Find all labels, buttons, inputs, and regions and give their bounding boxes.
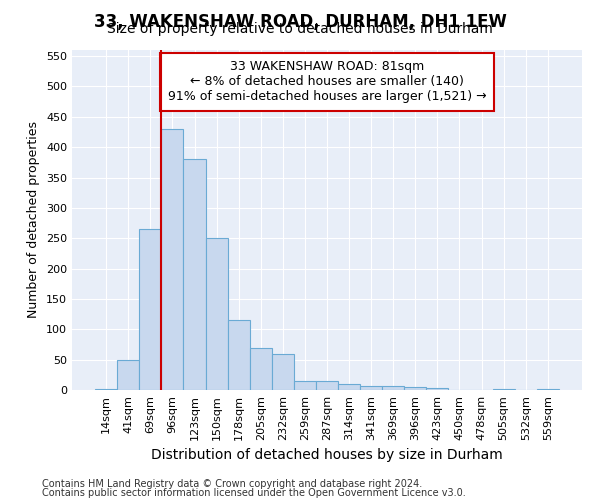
Bar (139, 229, 161, 390)
Bar (382, 386, 404, 390)
Bar (206, 238, 227, 390)
Bar (294, 381, 316, 390)
Bar (360, 386, 382, 390)
Bar (404, 387, 427, 390)
Bar (316, 381, 338, 390)
Bar (427, 388, 448, 390)
Text: 33, WAKENSHAW ROAD, DURHAM, DH1 1EW: 33, WAKENSHAW ROAD, DURHAM, DH1 1EW (94, 12, 506, 30)
Text: Contains public sector information licensed under the Open Government Licence v3: Contains public sector information licen… (42, 488, 466, 498)
Bar (493, 389, 515, 390)
Text: Size of property relative to detached houses in Durham: Size of property relative to detached ho… (107, 22, 493, 36)
Bar (227, 320, 250, 390)
Bar (161, 129, 184, 390)
Bar (250, 348, 272, 390)
Bar (338, 384, 360, 390)
Bar (95, 389, 117, 390)
Bar (272, 354, 294, 390)
Y-axis label: Number of detached properties: Number of detached properties (28, 122, 40, 318)
Text: 33 WAKENSHAW ROAD: 81sqm
← 8% of detached houses are smaller (140)
91% of semi-d: 33 WAKENSHAW ROAD: 81sqm ← 8% of detache… (167, 60, 487, 103)
Bar (117, 360, 139, 390)
Text: Contains HM Land Registry data © Crown copyright and database right 2024.: Contains HM Land Registry data © Crown c… (42, 479, 422, 489)
Bar (184, 160, 206, 390)
X-axis label: Distribution of detached houses by size in Durham: Distribution of detached houses by size … (151, 448, 503, 462)
